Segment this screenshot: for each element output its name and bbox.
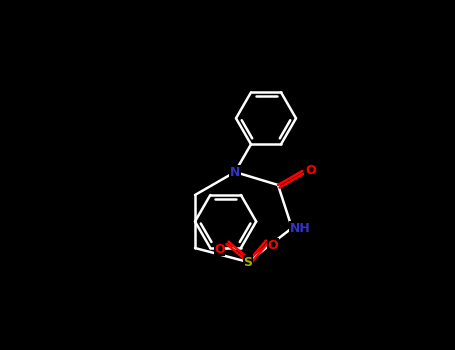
Text: O: O — [305, 164, 316, 177]
Text: O: O — [214, 243, 225, 256]
Text: NH: NH — [290, 222, 310, 235]
Text: N: N — [230, 166, 240, 178]
Text: S: S — [243, 256, 253, 268]
Text: O: O — [268, 239, 278, 252]
